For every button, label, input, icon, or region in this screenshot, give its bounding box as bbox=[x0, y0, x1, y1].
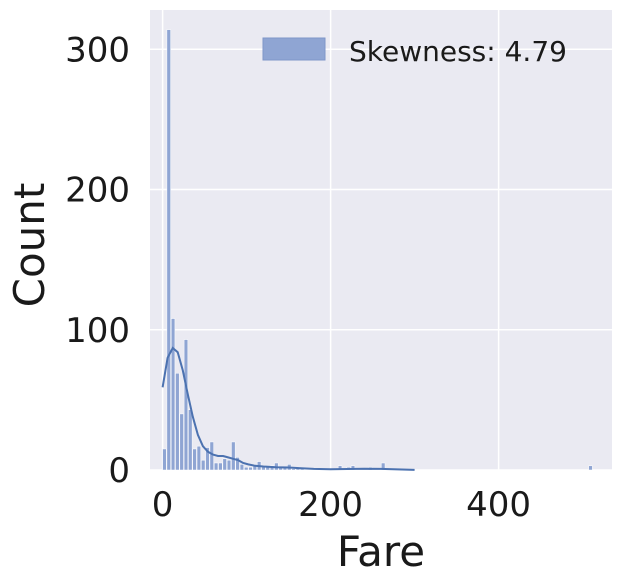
x-tick-label: 400 bbox=[466, 485, 531, 525]
histogram-bar bbox=[231, 441, 236, 471]
plot-area-background bbox=[150, 10, 612, 470]
histogram-bar bbox=[170, 318, 176, 471]
histogram-bar bbox=[162, 448, 167, 471]
histogram-bar bbox=[175, 372, 180, 471]
legend-swatch bbox=[262, 37, 326, 61]
x-axis-label: Fare bbox=[337, 527, 425, 576]
y-axis-label: Count bbox=[5, 183, 54, 308]
legend-label: Skewness: 4.79 bbox=[349, 35, 567, 68]
histogram-bar bbox=[381, 462, 386, 471]
histogram-bar bbox=[183, 339, 189, 471]
x-tick-labels: 0 200 400 bbox=[152, 485, 531, 525]
histogram-bar bbox=[179, 413, 184, 471]
x-tick-label: 0 bbox=[152, 485, 174, 525]
y-tick-label: 0 bbox=[108, 451, 130, 491]
histogram-bar bbox=[188, 409, 193, 471]
histogram-bar bbox=[192, 448, 197, 471]
histogram-bar bbox=[218, 462, 223, 471]
y-tick-label: 200 bbox=[65, 171, 130, 211]
histogram-bar bbox=[222, 458, 227, 471]
kde-density-line bbox=[161, 346, 415, 471]
histogram-bar bbox=[205, 447, 210, 471]
histogram-bar bbox=[239, 464, 245, 471]
y-tick-label: 100 bbox=[65, 311, 130, 351]
histogram-bar bbox=[244, 466, 249, 471]
histogram-bar bbox=[248, 466, 253, 471]
histogram-bar bbox=[201, 459, 206, 471]
histogram-bar bbox=[213, 462, 219, 471]
histogram-bar bbox=[588, 465, 593, 471]
y-tick-labels: 0 100 200 300 bbox=[65, 30, 130, 491]
histogram-bar bbox=[235, 457, 240, 471]
y-tick-label: 300 bbox=[65, 30, 130, 70]
x-tick-label: 200 bbox=[298, 485, 363, 525]
histogram-bars bbox=[162, 29, 593, 471]
histogram-bar bbox=[196, 445, 201, 471]
histogram-bar bbox=[209, 441, 214, 471]
legend: Skewness: 4.79 bbox=[262, 35, 567, 68]
histogram-bar bbox=[166, 29, 171, 471]
histogram-bar bbox=[226, 459, 232, 471]
